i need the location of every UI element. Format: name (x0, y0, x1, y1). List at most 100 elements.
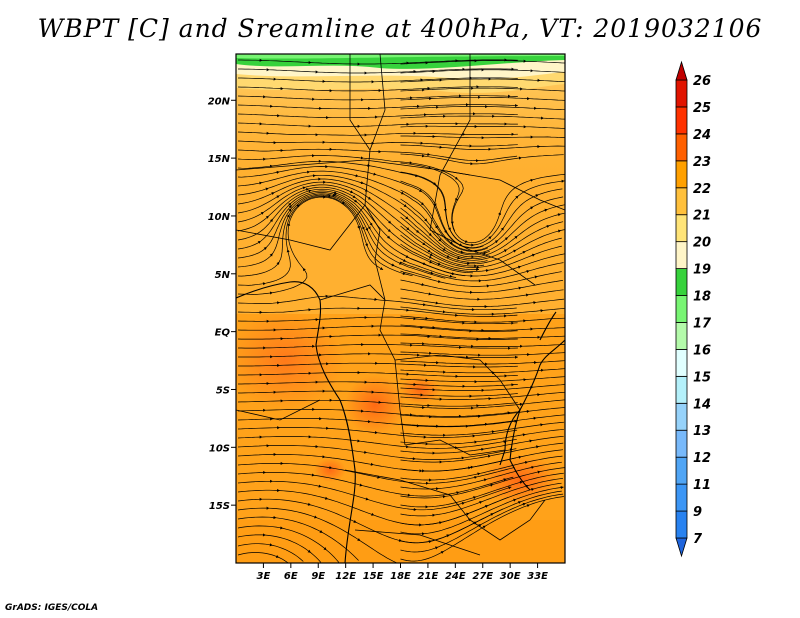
streamline (237, 552, 289, 563)
streamline-arrowhead (485, 505, 489, 508)
streamline-arrowhead (361, 98, 364, 102)
streamline (238, 68, 518, 74)
streamline-arrowhead (507, 411, 511, 415)
streamline-arrowhead (437, 280, 441, 283)
streamline-arrowhead (511, 67, 515, 71)
streamline-arrowhead (534, 275, 538, 279)
streamline (400, 279, 563, 293)
streamline-arrowhead (367, 226, 371, 230)
streamline-arrowhead (419, 523, 422, 527)
streamline-arrowhead (474, 125, 478, 129)
streamline-arrowhead (286, 214, 290, 218)
streamline-arrowhead (365, 497, 369, 501)
streamline-arrowhead (486, 284, 490, 288)
colorbar-label: 26 (693, 74, 711, 89)
colorbar-swatch (675, 187, 688, 216)
streamline-arrowhead (388, 220, 392, 224)
y-tick-label: 10N (208, 212, 231, 223)
streamline (400, 442, 564, 463)
streamline-arrowhead (492, 114, 495, 118)
streamline-arrowhead (352, 195, 356, 198)
streamline-arrowhead (406, 227, 410, 231)
x-tick-label: 33E (527, 571, 548, 582)
colorbar-swatch (675, 429, 688, 458)
streamline-arrowhead (364, 133, 368, 137)
streamline-arrowhead (442, 310, 446, 314)
streamline (400, 391, 565, 400)
streamline-arrowhead (487, 454, 491, 458)
streamline-arrowhead (307, 549, 311, 553)
streamline-arrowhead (325, 294, 329, 298)
streamline-arrowhead (319, 530, 323, 533)
streamline-arrowhead (481, 136, 485, 140)
x-tick-label: 12E (335, 571, 356, 582)
streamline-arrowhead (263, 246, 267, 250)
streamline-arrowhead (488, 336, 492, 340)
streamline-arrowhead (326, 116, 329, 120)
streamline-arrowhead (474, 249, 478, 253)
colorbar-swatch (675, 160, 688, 189)
streamline-arrowhead (413, 70, 417, 73)
streamline-arrowhead (312, 97, 315, 101)
streamline-arrowhead (540, 309, 544, 313)
streamline-arrowhead (277, 488, 280, 492)
colorbar: 7 9 11 12 13 14 15 16 17 18 19 20 21 22 23 24 25 26 (675, 60, 712, 558)
streamline-arrowhead (459, 345, 462, 349)
streamline-arrowhead (259, 58, 263, 62)
streamline-arrowhead (374, 297, 378, 301)
streamline-arrowhead (454, 176, 458, 180)
colorbar-label: 15 (693, 370, 711, 385)
streamline-arrowhead (527, 353, 530, 357)
colorbar-label: 23 (693, 155, 711, 170)
streamline-arrowhead (541, 368, 544, 372)
streamline-arrowhead (308, 435, 312, 439)
streamline-arrowhead (468, 466, 472, 470)
streamline-arrowhead (405, 255, 409, 258)
streamline-arrowhead (428, 166, 432, 170)
streamline-arrowhead (379, 267, 384, 270)
streamline-arrowhead (530, 135, 534, 139)
streamline-arrowhead (473, 365, 476, 369)
streamline-arrowhead (428, 292, 432, 296)
streamline (237, 155, 464, 232)
streamline-arrowhead (269, 543, 273, 547)
streamline-arrowhead (280, 149, 284, 152)
colorbar-swatch (675, 483, 688, 512)
streamline-arrowhead (474, 440, 478, 444)
streamline-arrowhead (357, 538, 361, 541)
y-axis: 20N 15N 10N 5N EQ 5S 10S 15S (208, 96, 236, 512)
streamline-arrowhead (537, 145, 541, 149)
streamline-arrowhead (471, 406, 474, 410)
streamline-arrowhead (488, 236, 492, 240)
streamline-arrowhead (474, 59, 478, 63)
streamline (400, 490, 562, 544)
streamline-arrowhead (531, 466, 535, 469)
streamline-arrowhead (481, 388, 485, 392)
streamline-arrowhead (360, 156, 364, 160)
streamline-arrowhead (259, 122, 263, 126)
x-tick-label: 3E (257, 571, 271, 582)
streamline (400, 189, 564, 252)
streamline-arrowhead (425, 378, 429, 382)
streamline-arrowhead (420, 78, 424, 82)
streamline-arrowhead (266, 444, 270, 448)
streamline-arrowhead (422, 88, 425, 92)
streamline-arrowhead (531, 488, 535, 491)
streamline-arrowhead (523, 59, 527, 63)
streamline-arrowhead (424, 363, 427, 367)
streamline-arrowhead (369, 222, 373, 226)
streamline-arrowhead (315, 133, 319, 137)
colorbar-label: 18 (693, 290, 711, 305)
streamline-arrowhead (410, 343, 413, 347)
streamline-arrowhead (519, 402, 523, 406)
streamline-arrowhead (461, 501, 465, 505)
streamline-arrowhead (511, 383, 515, 387)
streamline-arrowhead (277, 114, 280, 118)
streamline-arrowhead (318, 159, 322, 163)
streamline-arrows (257, 58, 565, 558)
streamline-arrowhead (439, 521, 443, 525)
streamline-arrowhead (476, 337, 480, 341)
streamline-arrowhead (527, 97, 530, 101)
streamline-arrowhead (464, 240, 468, 243)
streamline-arrowhead (471, 86, 474, 90)
